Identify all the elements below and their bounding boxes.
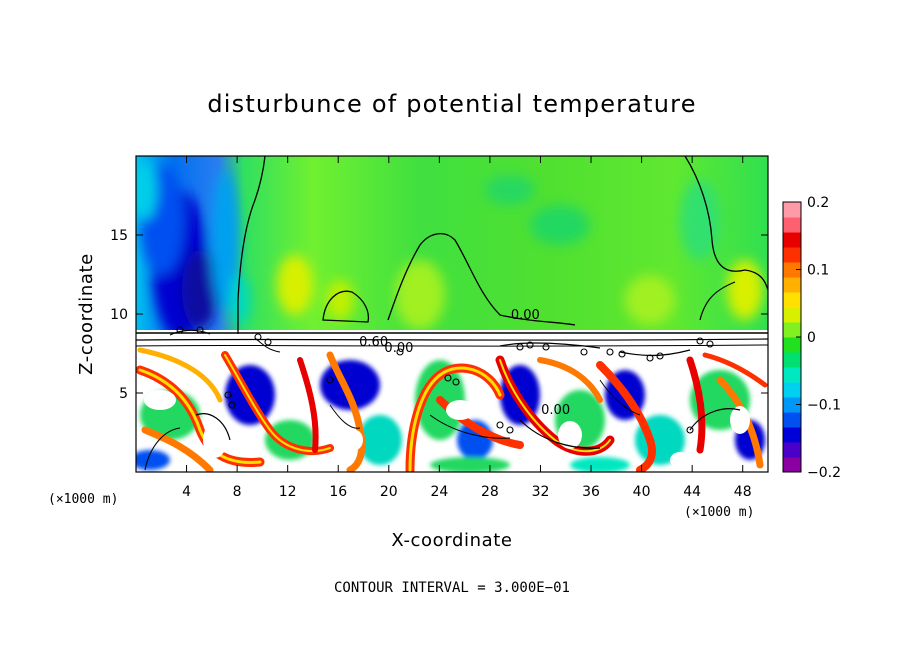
contour-label: 0.00 bbox=[541, 403, 570, 418]
colorbar-tick-label: −0.1 bbox=[807, 398, 841, 414]
colorbar-segment bbox=[783, 397, 801, 413]
colorbar: 0.2 0.1 0 −0.1 −0.2 bbox=[782, 195, 841, 481]
contour-circles bbox=[176, 326, 714, 434]
colorbar-tick-label: −0.2 bbox=[807, 465, 841, 481]
colorbar-segment bbox=[783, 277, 801, 293]
colorbar-segment bbox=[783, 202, 801, 218]
x-tick-label: 40 bbox=[633, 484, 651, 500]
x-tick-label: 32 bbox=[532, 484, 550, 500]
colorbar-segment bbox=[783, 427, 801, 443]
colorbar-segment bbox=[783, 337, 801, 353]
chart-title: disturbunce of potential temperature bbox=[207, 90, 696, 118]
x-tick-label: 4 bbox=[182, 484, 191, 500]
y-tick-label: 10 bbox=[110, 307, 128, 323]
contour-lines bbox=[136, 156, 768, 471]
colorbar-tick-label: 0.1 bbox=[807, 263, 829, 279]
colorbar-segment bbox=[783, 352, 801, 368]
x-tick-label: 36 bbox=[582, 484, 600, 500]
x-tick-label: 44 bbox=[683, 484, 701, 500]
contour-label: 0.00 bbox=[511, 308, 540, 323]
x-tick-label: 12 bbox=[279, 484, 297, 500]
colorbar-segment bbox=[783, 307, 801, 323]
colorbar-segment bbox=[783, 382, 801, 398]
colorbar-tick-label: 0 bbox=[807, 330, 816, 346]
contour-interval-note: CONTOUR INTERVAL = 3.000E−01 bbox=[334, 580, 570, 596]
contour-label: 0.00 bbox=[384, 341, 413, 356]
colorbar-segment bbox=[783, 442, 801, 458]
y-axis-title: Z-coordinate bbox=[76, 253, 97, 375]
y-axis-ticks: 5 10 15 bbox=[110, 228, 768, 402]
y-tick-label: 5 bbox=[119, 386, 128, 402]
x-origin-unit-label: (×1000 m) bbox=[48, 492, 118, 507]
plot-area: 0.000.600.000.00 bbox=[136, 156, 768, 472]
colorbar-segment bbox=[783, 322, 801, 338]
contour-label: 0.60 bbox=[359, 335, 388, 350]
white-core-patches bbox=[144, 372, 750, 468]
colorbar-segment bbox=[783, 262, 801, 278]
x-tick-label: 16 bbox=[329, 484, 347, 500]
colorbar-tick-label: 0.2 bbox=[807, 195, 829, 211]
x-tick-label: 20 bbox=[380, 484, 398, 500]
colorbar-segment bbox=[783, 292, 801, 308]
colorbar-segment bbox=[783, 367, 801, 383]
x-axis-unit-label: (×1000 m) bbox=[684, 505, 754, 520]
y-tick-label: 15 bbox=[110, 228, 128, 244]
colorbar-segment bbox=[783, 412, 801, 428]
colorbar-segment bbox=[783, 232, 801, 248]
x-tick-label: 24 bbox=[430, 484, 448, 500]
x-tick-label: 28 bbox=[481, 484, 499, 500]
colorbar-segment bbox=[783, 247, 801, 263]
x-tick-label: 48 bbox=[734, 484, 752, 500]
x-axis-ticks: 4 8 12 16 20 24 28 32 36 40 44 48 bbox=[182, 156, 752, 500]
contour-label-layer: 0.000.600.000.00 bbox=[359, 308, 570, 418]
upper-field-blobs bbox=[136, 160, 763, 340]
colorbar-segment bbox=[783, 457, 801, 473]
x-tick-label: 8 bbox=[233, 484, 242, 500]
colorbar-segment bbox=[783, 217, 801, 233]
turbulent-swirls bbox=[136, 347, 768, 472]
x-axis-title: X-coordinate bbox=[391, 530, 512, 551]
